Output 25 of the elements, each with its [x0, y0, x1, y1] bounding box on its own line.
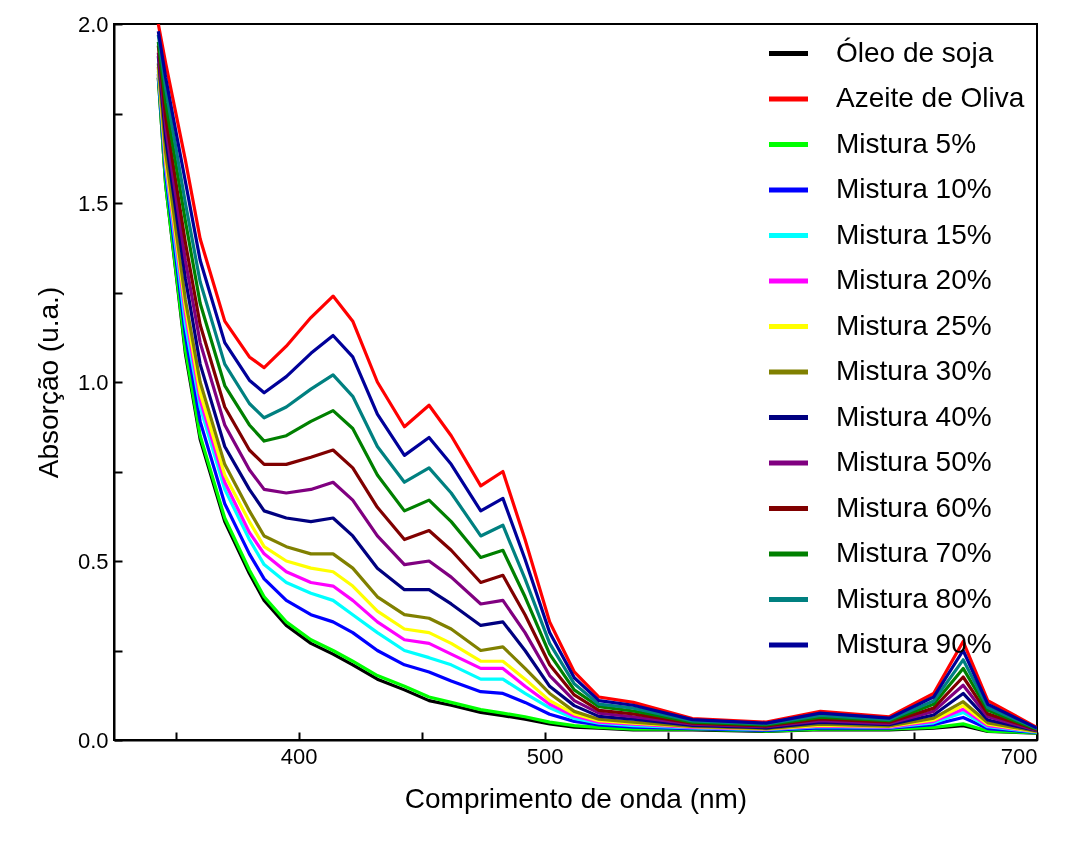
y-tick-label: 2.0 [77, 11, 109, 37]
legend-label: Mistura 10% [836, 173, 992, 204]
x-tick-label: 700 [1000, 743, 1038, 769]
legend-label: Mistura 25% [836, 309, 992, 341]
y-axis-title: Absorção (u.a.) [32, 286, 64, 479]
legend-label: Azeite de Oliva [836, 82, 1025, 113]
legend-label: Mistura 40% [836, 400, 992, 432]
legend-label: Mistura 50% [836, 446, 992, 477]
y-tick-label: 0.0 [77, 727, 109, 753]
y-tick-label: 0.5 [77, 548, 109, 574]
legend-label: Mistura 15% [836, 218, 992, 250]
x-axis-title: Comprimento de onda (nm) [404, 782, 748, 814]
legend-label: Mistura 90% [836, 628, 992, 659]
y-tick-label: 1.0 [77, 369, 109, 395]
legend-label: Mistura 20% [836, 264, 992, 295]
legend-label: Óleo de soja [836, 36, 994, 68]
legend-label: Mistura 70% [836, 537, 992, 568]
x-tick-label: 600 [773, 743, 810, 769]
x-tick-label: 400 [280, 743, 318, 769]
legend-label: Mistura 5% [836, 127, 977, 159]
legend-label: Mistura 60% [836, 491, 992, 523]
legend-label: Mistura 30% [836, 355, 992, 386]
x-tick-label: 500 [526, 743, 564, 769]
y-tick-label: 1.5 [77, 190, 109, 216]
legend-label: Mistura 80% [836, 582, 992, 614]
